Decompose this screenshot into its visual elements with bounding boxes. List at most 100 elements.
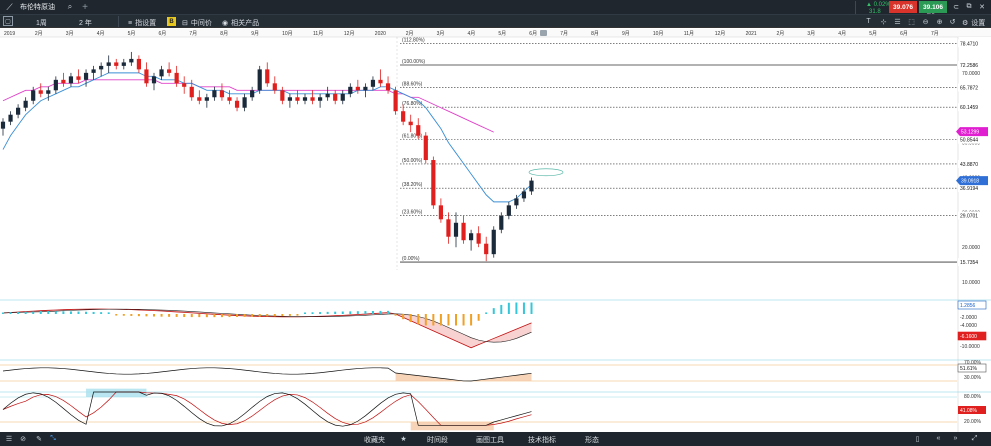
macd-histogram-bar bbox=[220, 314, 223, 318]
sell-price-button[interactable]: 39.076 bbox=[889, 1, 917, 13]
indicator-settings-button[interactable]: ≡ 指设置 bbox=[128, 18, 156, 28]
macd-value-label: -6.1600 bbox=[960, 334, 977, 340]
macd-histogram-bar bbox=[530, 302, 533, 314]
fib-price-label: 65.7872 bbox=[960, 86, 978, 92]
title-bar: ⟋ 布伦特原油 ⌕ + ▲ 0.02% 31.8 39.076 3.0 39.1… bbox=[0, 0, 991, 16]
candle-body bbox=[393, 90, 398, 112]
eye-icon: ◉ bbox=[222, 20, 229, 27]
related-products-button[interactable]: ◉ 相关产品 bbox=[222, 18, 259, 28]
candle-body bbox=[461, 222, 466, 241]
layout-icon[interactable]: ▢ bbox=[3, 16, 13, 26]
x-tick-label: 3月 bbox=[437, 31, 445, 37]
menu-icon[interactable]: ☰ bbox=[5, 436, 13, 443]
macd-axis-label: -10.0000 bbox=[960, 344, 980, 350]
stoch-oversold-fill bbox=[410, 422, 494, 431]
candle-body bbox=[325, 93, 330, 98]
range-selector[interactable]: 2 年 bbox=[79, 18, 92, 28]
candle-body bbox=[476, 233, 481, 244]
x-tick-label: 2月 bbox=[35, 31, 43, 37]
candle-body bbox=[416, 125, 421, 136]
macd-fill bbox=[3, 309, 532, 348]
buy-price-button[interactable]: 39.106 bbox=[919, 1, 947, 13]
spread-value: 3.0 bbox=[927, 10, 935, 16]
fib-price-label: 50.8544 bbox=[960, 138, 978, 144]
stoch-k-line bbox=[2, 391, 532, 427]
fib-price-label: 60.1459 bbox=[960, 105, 978, 111]
macd-histogram-bar bbox=[198, 314, 201, 318]
favorites-button[interactable]: 收藏夹 bbox=[364, 435, 385, 445]
candle-body bbox=[506, 205, 511, 216]
macd-histogram-bar bbox=[311, 312, 314, 314]
candle-body bbox=[385, 83, 391, 91]
candle-body bbox=[106, 62, 111, 66]
badge-b[interactable]: B bbox=[167, 17, 176, 26]
macd-axis-label: -2.0000 bbox=[960, 315, 977, 321]
candle-body bbox=[514, 198, 519, 206]
link-icon[interactable]: ⊂ bbox=[953, 4, 959, 11]
candle-body bbox=[280, 90, 285, 101]
popout-icon[interactable]: ⧉ bbox=[966, 3, 972, 10]
hide-icon[interactable]: ⊘ bbox=[20, 436, 26, 443]
close-icon[interactable]: ✕ bbox=[979, 4, 985, 11]
mid-price-button[interactable]: ⊟ 中间价 bbox=[182, 18, 212, 28]
mid-price-icon: ⊟ bbox=[182, 20, 188, 27]
camera-icon[interactable]: ⬚ bbox=[908, 18, 915, 26]
add-tab-icon[interactable]: + bbox=[82, 1, 88, 13]
candle-body bbox=[99, 65, 104, 70]
technical-indicators-label: 技术指标 bbox=[528, 437, 556, 444]
pen-icon[interactable]: ✎ bbox=[36, 436, 42, 443]
patterns-button[interactable]: 形态 bbox=[585, 435, 599, 445]
candle-body bbox=[257, 69, 262, 91]
candle-body bbox=[401, 111, 406, 122]
crosshair-icon[interactable]: ⊹ bbox=[880, 18, 887, 26]
settings-button[interactable]: ⚙ 设置 bbox=[962, 18, 985, 28]
fullscreen-icon[interactable]: ⤢ bbox=[971, 434, 978, 442]
expand-icon[interactable]: » bbox=[953, 435, 958, 442]
magnet-icon[interactable]: ⤡ bbox=[50, 435, 56, 442]
x-tick-label: 12月 bbox=[344, 31, 355, 37]
fib-price-tag bbox=[958, 39, 986, 48]
star-icon[interactable]: ★ bbox=[400, 435, 407, 443]
macd-histogram-bar bbox=[470, 314, 473, 326]
chart-icon: ⟋ bbox=[6, 2, 13, 12]
ellipse-annotation bbox=[528, 168, 564, 177]
fib-price-label: 43.8870 bbox=[960, 162, 978, 168]
zoom-out-icon[interactable]: ⊖ bbox=[922, 18, 929, 26]
candle-body bbox=[453, 222, 459, 237]
mobile-icon[interactable]: ▯ bbox=[915, 435, 920, 443]
list-icon[interactable]: ☰ bbox=[894, 18, 901, 26]
search-icon[interactable]: ⌕ bbox=[67, 2, 73, 11]
macd-histogram-bar bbox=[371, 310, 374, 314]
timeframe-selector[interactable]: 1周 bbox=[36, 18, 47, 28]
macd-histogram-bar bbox=[17, 311, 20, 314]
current-price-label: 53.1299 bbox=[961, 130, 979, 136]
reset-icon[interactable]: ↺ bbox=[949, 18, 956, 26]
rsi-fill bbox=[395, 373, 532, 381]
instrument-title[interactable]: 布伦特原油 bbox=[20, 4, 55, 11]
macd-histogram-bar bbox=[92, 311, 95, 314]
collapse-icon[interactable]: « bbox=[936, 435, 941, 442]
drawing-tools-button[interactable]: 画图工具 bbox=[476, 435, 504, 445]
macd-histogram-bar bbox=[273, 314, 276, 317]
candle-body bbox=[242, 97, 247, 108]
drawing-tools-label: 画图工具 bbox=[476, 437, 504, 444]
fib-price-tag bbox=[958, 184, 986, 193]
macd-histogram-bar bbox=[145, 314, 148, 317]
text-tool-icon[interactable]: T bbox=[866, 18, 871, 25]
time-period-button[interactable]: 时间段 bbox=[427, 435, 448, 445]
indicator-settings-label: 指设置 bbox=[135, 20, 157, 27]
fib-price-tag bbox=[958, 60, 986, 69]
y-tick-label: 70.0000 bbox=[962, 71, 980, 77]
range-label: 2 年 bbox=[79, 20, 92, 27]
candle-body bbox=[159, 69, 164, 77]
price-change-points: 31.8 bbox=[869, 9, 881, 15]
technical-indicators-button[interactable]: 技术指标 bbox=[528, 435, 556, 445]
zoom-in-icon[interactable]: ⊕ bbox=[936, 18, 943, 26]
macd-histogram-bar bbox=[54, 311, 57, 314]
macd-histogram-bar bbox=[432, 314, 435, 326]
x-tick-label: 6月 bbox=[900, 31, 908, 37]
macd-histogram-bar bbox=[281, 314, 284, 317]
fib-price-label: 15.7354 bbox=[960, 260, 978, 266]
settings-label: 设置 bbox=[971, 20, 986, 27]
